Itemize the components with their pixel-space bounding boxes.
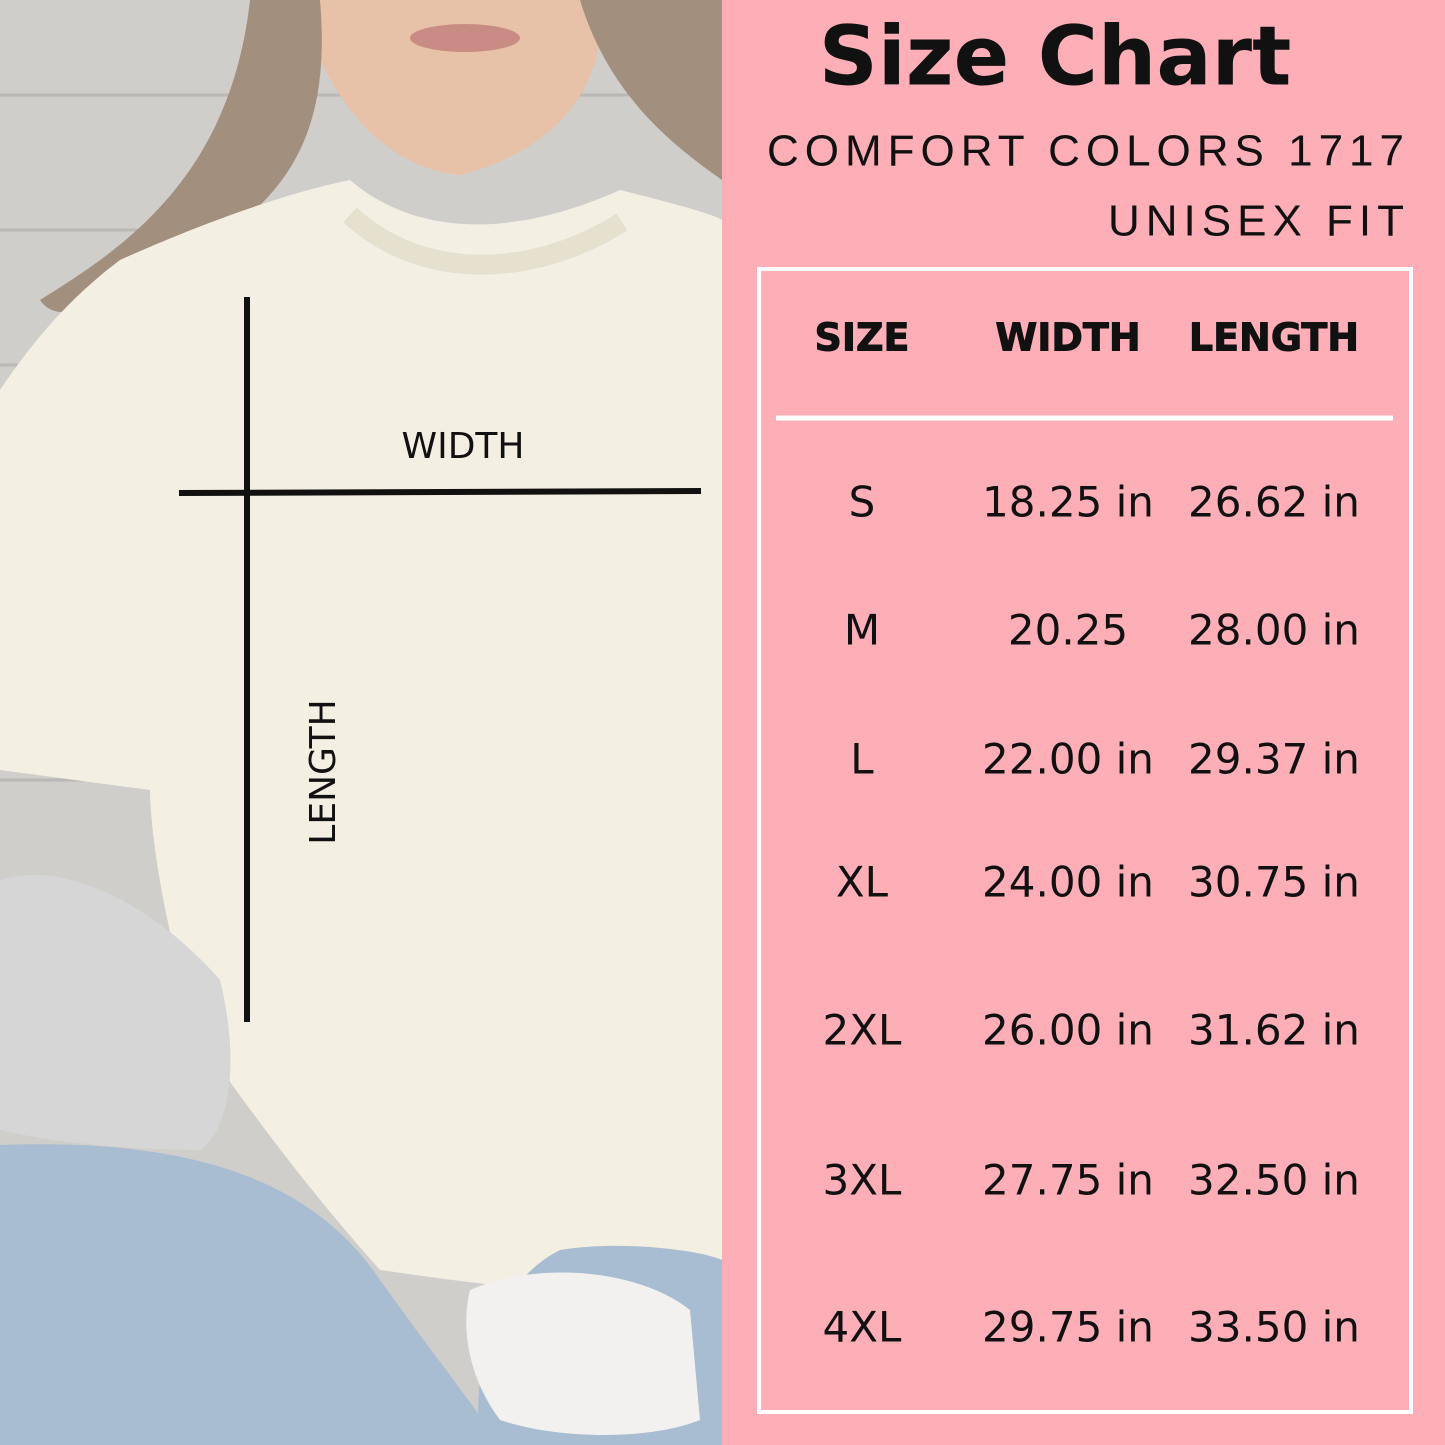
t-shirt	[0, 180, 722, 1291]
table: SIZE WIDTH LENGTH S 18.25 in 26.62 in M 20.25 28…	[814, 315, 1360, 1352]
table-cell: M	[844, 606, 880, 655]
width-label: WIDTH	[402, 426, 525, 467]
hair	[40, 0, 322, 313]
panel	[722, 0, 1445, 1445]
table-cell: L	[850, 735, 874, 784]
subtitle: COMFORT COLORS 1717	[767, 127, 1410, 176]
table-cell: 33.50 in	[1188, 1303, 1360, 1352]
table-frame	[757, 267, 1413, 1414]
table-cell: 22.00 in	[982, 735, 1154, 784]
face	[300, 0, 602, 175]
subtitle: UNISEX FIT	[1108, 197, 1410, 246]
column-header: WIDTH	[995, 316, 1140, 360]
table-cell: 18.25 in	[982, 478, 1154, 527]
column-header: LENGTH	[1189, 316, 1359, 360]
lips	[410, 24, 520, 52]
table-cell: 31.62 in	[1188, 1006, 1360, 1055]
table-cell: 26.62 in	[1188, 478, 1360, 527]
photo: WIDTH LENGTH	[0, 0, 722, 1445]
width-line	[178, 488, 702, 496]
table-cell: 27.75 in	[982, 1156, 1154, 1205]
table-cell: XL	[836, 858, 889, 907]
table-cell: 32.50 in	[1188, 1156, 1360, 1205]
table-cell: 4XL	[823, 1303, 902, 1352]
title: Size Chart	[819, 9, 1292, 104]
table-cell: 30.75 in	[1188, 858, 1360, 907]
table-cell: 28.00 in	[1188, 606, 1360, 655]
sweater	[0, 874, 231, 1150]
table-cell: S	[849, 478, 876, 527]
sock	[466, 1272, 700, 1435]
hair-right	[580, 0, 722, 180]
collar	[343, 207, 628, 275]
table-cell: 24.00 in	[982, 858, 1154, 907]
table-cell: 2XL	[823, 1006, 902, 1055]
table-cell: 20.25	[1008, 606, 1128, 655]
table-cell: 29.75 in	[982, 1303, 1154, 1352]
column-header: SIZE	[814, 316, 909, 360]
table-cell: 29.37 in	[1188, 735, 1360, 784]
jeans	[0, 1144, 500, 1445]
length-label: LENGTH	[303, 699, 344, 844]
table-cell: 3XL	[823, 1156, 902, 1205]
table-cell: 26.00 in	[982, 1006, 1154, 1055]
